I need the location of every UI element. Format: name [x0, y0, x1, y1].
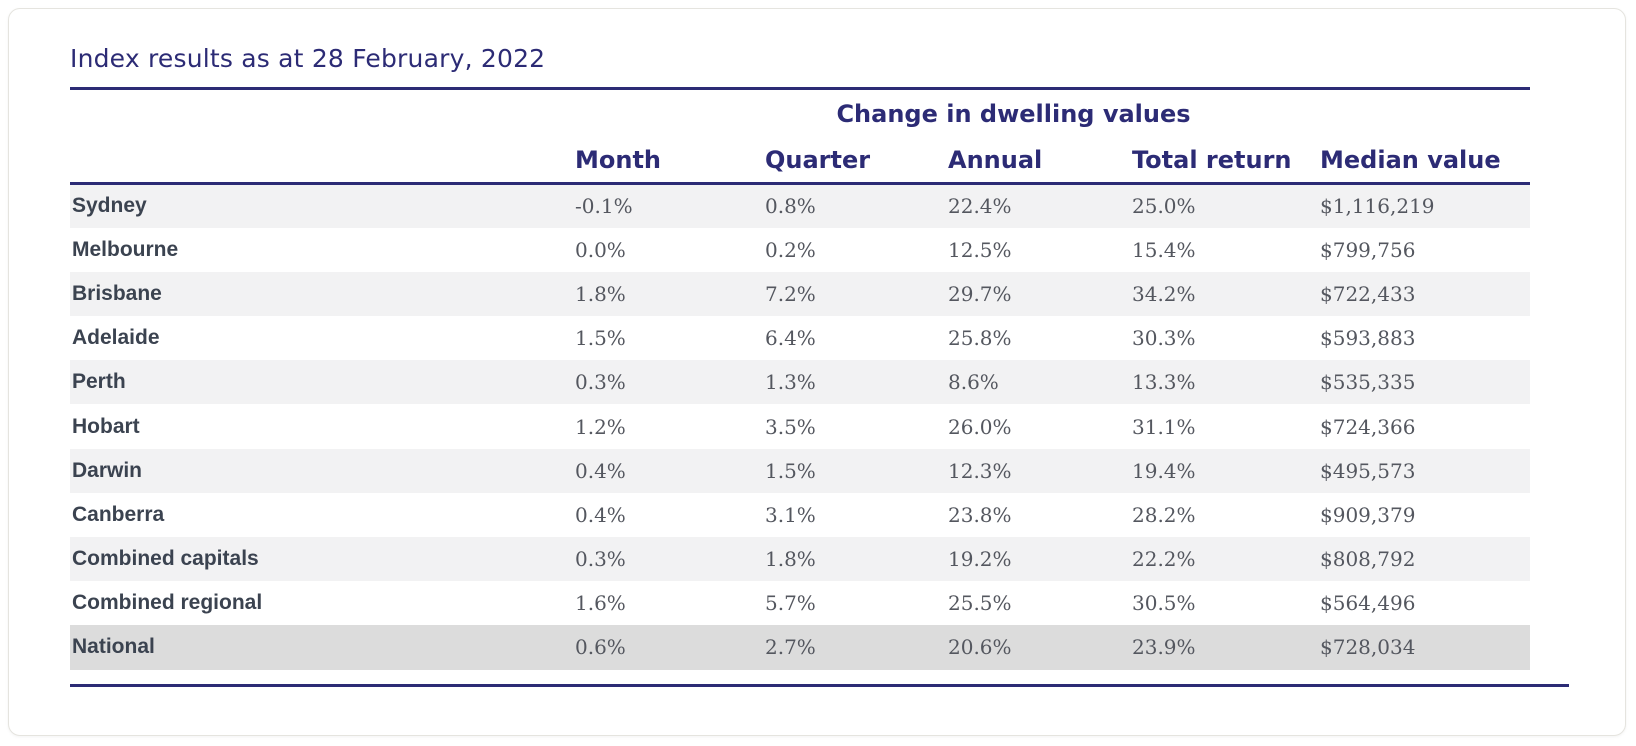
row-label: Canberra [72, 502, 165, 526]
table-row: Combined capitals 0.3% 1.8% 19.2% 22.2% … [70, 537, 1530, 582]
title-divider [70, 87, 1530, 90]
column-header-annual: Annual [948, 138, 1132, 185]
cell-quarter: 0.2% [765, 237, 816, 262]
cell-total-return: 23.9% [1132, 635, 1196, 660]
cell-median-value: $808,792 [1320, 547, 1416, 572]
cell-quarter: 1.8% [765, 547, 816, 572]
cell-total-return: 28.2% [1132, 502, 1196, 527]
cell-quarter: 3.5% [765, 414, 816, 439]
cell-month: 0.3% [575, 547, 626, 572]
row-label: Hobart [72, 414, 140, 438]
cell-median-value: $724,366 [1320, 414, 1416, 439]
cell-quarter: 0.8% [765, 194, 816, 219]
table-row: Hobart 1.2% 3.5% 26.0% 31.1% $724,366 [70, 404, 1530, 448]
row-label: Adelaide [72, 326, 160, 350]
column-header-median-value: Median value [1320, 138, 1530, 185]
cell-total-return: 34.2% [1132, 281, 1196, 306]
group-header-row: Change in dwelling values [70, 90, 1530, 138]
cell-month: -0.1% [575, 194, 633, 219]
cell-annual: 29.7% [948, 281, 1012, 306]
cell-month: 1.5% [575, 326, 626, 351]
cell-annual: 25.8% [948, 326, 1012, 351]
group-header: Change in dwelling values [836, 100, 1191, 128]
column-header-month: Month [575, 138, 765, 185]
cell-annual: 12.3% [948, 458, 1012, 483]
row-label-column-header [70, 138, 575, 185]
table-row: Combined regional 1.6% 5.7% 25.5% 30.5% … [70, 581, 1530, 625]
cell-quarter: 7.2% [765, 281, 816, 306]
column-header-quarter: Quarter [765, 138, 948, 185]
index-results-table: Change in dwelling values Month Quarter … [70, 90, 1530, 670]
cell-median-value: $593,883 [1320, 326, 1416, 351]
cell-annual: 26.0% [948, 414, 1012, 439]
cell-total-return: 30.5% [1132, 591, 1196, 616]
cell-month: 1.2% [575, 414, 626, 439]
cell-month: 1.8% [575, 281, 626, 306]
table-body: Sydney -0.1% 0.8% 22.4% 25.0% $1,116,219… [70, 183, 1530, 670]
cell-median-value: $495,573 [1320, 458, 1416, 483]
cell-total-return: 22.2% [1132, 547, 1196, 572]
cell-annual: 22.4% [948, 194, 1012, 219]
cell-month: 0.4% [575, 458, 626, 483]
cell-median-value: $535,335 [1320, 370, 1416, 395]
cell-total-return: 30.3% [1132, 326, 1196, 351]
cell-quarter: 1.3% [765, 370, 816, 395]
cell-quarter: 1.5% [765, 458, 816, 483]
cell-median-value: $728,034 [1320, 635, 1416, 660]
row-label: Darwin [72, 458, 143, 482]
row-label: Combined capitals [72, 547, 259, 571]
column-header-total-return: Total return [1132, 138, 1320, 185]
table-row: Adelaide 1.5% 6.4% 25.8% 30.3% $593,883 [70, 316, 1530, 360]
index-results-card: Index results as at 28 February, 2022 Ch… [8, 8, 1626, 736]
cell-total-return: 15.4% [1132, 237, 1196, 262]
table-row: Melbourne 0.0% 0.2% 12.5% 15.4% $799,756 [70, 228, 1530, 272]
cell-quarter: 2.7% [765, 635, 816, 660]
table-row: Sydney -0.1% 0.8% 22.4% 25.0% $1,116,219 [70, 183, 1530, 228]
cell-median-value: $722,433 [1320, 281, 1416, 306]
cell-annual: 19.2% [948, 547, 1012, 572]
cell-median-value: $799,756 [1320, 237, 1416, 262]
cell-annual: 20.6% [948, 635, 1012, 660]
table-row: Brisbane 1.8% 7.2% 29.7% 34.2% $722,433 [70, 271, 1530, 317]
cell-total-return: 31.1% [1132, 414, 1196, 439]
table-header: Change in dwelling values Month Quarter … [70, 90, 1530, 185]
table-bottom-divider [70, 683, 1569, 687]
cell-median-value: $564,496 [1320, 591, 1416, 616]
row-label: Melbourne [72, 237, 179, 261]
page-title: Index results as at 28 February, 2022 [70, 44, 546, 73]
cell-month: 0.6% [575, 635, 626, 660]
cell-month: 0.4% [575, 502, 626, 527]
cell-median-value: $909,379 [1320, 502, 1416, 527]
column-header-row: Month Quarter Annual Total return Median… [70, 138, 1530, 185]
row-label: National [72, 635, 155, 659]
table-row: National 0.6% 2.7% 20.6% 23.9% $728,034 [70, 625, 1530, 670]
cell-quarter: 6.4% [765, 326, 816, 351]
cell-total-return: 13.3% [1132, 370, 1196, 395]
cell-month: 0.3% [575, 370, 626, 395]
row-label: Brisbane [72, 281, 162, 305]
cell-annual: 8.6% [948, 370, 999, 395]
row-label: Combined regional [72, 591, 263, 615]
cell-annual: 25.5% [948, 591, 1012, 616]
table-row: Canberra 0.4% 3.1% 23.8% 28.2% $909,379 [70, 493, 1530, 537]
cell-total-return: 25.0% [1132, 194, 1196, 219]
cell-quarter: 5.7% [765, 591, 816, 616]
cell-median-value: $1,116,219 [1320, 194, 1435, 219]
cell-annual: 12.5% [948, 237, 1012, 262]
row-label: Sydney [72, 194, 147, 218]
cell-month: 1.6% [575, 591, 626, 616]
cell-total-return: 19.4% [1132, 458, 1196, 483]
table-row: Perth 0.3% 1.3% 8.6% 13.3% $535,335 [70, 360, 1530, 405]
cell-quarter: 3.1% [765, 502, 816, 527]
row-label: Perth [72, 370, 126, 394]
cell-annual: 23.8% [948, 502, 1012, 527]
cell-month: 0.0% [575, 237, 626, 262]
corner-spacer [70, 90, 575, 138]
table-row: Darwin 0.4% 1.5% 12.3% 19.4% $495,573 [70, 448, 1530, 493]
